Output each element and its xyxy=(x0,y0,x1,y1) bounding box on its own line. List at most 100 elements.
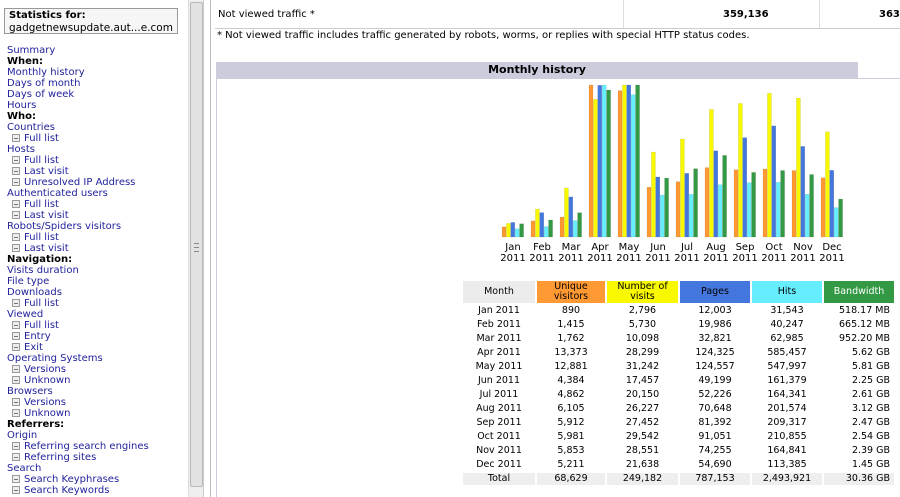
menu-item-link[interactable]: Countries xyxy=(7,122,187,133)
table-cell-month: Apr 2011 xyxy=(477,347,521,358)
menu-subitem-link[interactable]: Exit xyxy=(7,342,187,353)
menu-item-link[interactable]: Visits duration xyxy=(7,265,187,276)
menu-subitem-link[interactable]: Last visit xyxy=(7,166,187,177)
table-row: Oct 2011 5,981 29,542 91,051 210,855 2.54 GB xyxy=(463,431,894,443)
bar-bw-jan xyxy=(519,223,524,238)
table-cell-hits: 113,385 xyxy=(767,459,807,470)
menu-subitem-link[interactable]: Search Keywords xyxy=(7,485,187,496)
bar-pages-apr xyxy=(597,85,603,238)
table-cell-pages: 52,226 xyxy=(698,389,732,400)
table-cell-visits: 2,796 xyxy=(628,305,657,316)
tree-branch-icon xyxy=(12,376,20,384)
bar-hits-jun xyxy=(659,194,665,238)
bar-hits-apr xyxy=(601,84,607,238)
bar-hits-jan xyxy=(514,228,520,238)
menu-subitem-link[interactable]: Full list xyxy=(7,232,187,243)
bar-bw-oct xyxy=(780,170,785,238)
table-row: Jan 2011 890 2,796 12,003 31,543 518.17 MB xyxy=(463,305,894,317)
menu-item-label: Full list xyxy=(24,133,59,144)
menu-item-link[interactable]: Operating Systems xyxy=(7,353,187,364)
menu-subitem-link[interactable]: Full list xyxy=(7,320,187,331)
menu-subitem-link[interactable]: Last visit xyxy=(7,210,187,221)
menu-item-link[interactable]: Origin xyxy=(7,430,187,441)
menu-subitem-link[interactable]: Unknown xyxy=(7,408,187,419)
table-cell-uv: 5,981 xyxy=(557,431,585,442)
menu-subitem-link[interactable]: Unknown xyxy=(7,375,187,386)
table-row: Nov 2011 5,853 28,551 74,255 164,841 2.39 GB xyxy=(463,445,894,457)
menu-item-label: Unresolved IP Address xyxy=(24,177,136,188)
menu-item-link[interactable]: Robots/Spiders visitors xyxy=(7,221,187,232)
menu-item-label: Last visit xyxy=(24,166,69,177)
table-row: Aug 2011 6,105 26,227 70,648 201,574 3.12 GB xyxy=(463,403,894,415)
bar-pages-jan xyxy=(510,222,516,238)
table-cell-visits: 10,098 xyxy=(625,333,660,344)
menu-item-link[interactable]: Hours xyxy=(7,100,187,111)
menu-item-link[interactable]: Days of month xyxy=(7,78,187,89)
menu-subitem-link[interactable]: Full list xyxy=(7,155,187,166)
menu-subitem-link[interactable]: Referring sites xyxy=(7,452,187,463)
menu-subitem-link[interactable]: Referring search engines xyxy=(7,441,187,452)
menu-item-label: Last visit xyxy=(24,210,69,221)
menu-subitem-link[interactable]: Entry xyxy=(7,331,187,342)
menu-scrollbar[interactable] xyxy=(188,0,204,497)
bar-visits-oct xyxy=(767,93,772,238)
menu-item-link[interactable]: Summary xyxy=(7,45,187,56)
tree-branch-icon xyxy=(12,211,20,219)
menu-subitem-link[interactable]: Full list xyxy=(7,199,187,210)
menu-section-heading: Navigation: xyxy=(7,254,187,265)
table-cell-uv: 5,912 xyxy=(557,417,585,428)
menu-item-label: Hours xyxy=(7,100,37,111)
x-tick-month: Jan xyxy=(504,242,520,253)
tree-branch-icon xyxy=(12,244,20,252)
menu-item-link[interactable]: Authenticated users xyxy=(7,188,187,199)
column-separator xyxy=(623,0,624,28)
menu-item-link[interactable]: Hosts xyxy=(7,144,187,155)
menu-subitem-link[interactable]: Search Keyphrases xyxy=(7,474,187,485)
x-tick-month: Apr xyxy=(591,242,609,253)
bar-bw-aug xyxy=(722,155,727,238)
menu-item-label: Browsers xyxy=(7,386,53,397)
x-tick-year: 2011 xyxy=(703,253,728,264)
menu-subitem-link[interactable]: Last visit xyxy=(7,243,187,254)
col-number-of-visits: Number of visits xyxy=(607,281,678,303)
menu-item-link[interactable]: Browsers xyxy=(7,386,187,397)
table-cell-month: Oct 2011 xyxy=(477,431,521,442)
menu-item-link[interactable]: Monthly history xyxy=(7,67,187,78)
menu-subitem-link[interactable]: Versions xyxy=(7,364,187,375)
tree-branch-icon xyxy=(12,475,20,483)
table-row: Feb 2011 1,415 5,730 19,986 40,247 665.12 MB xyxy=(463,319,894,331)
tree-branch-icon xyxy=(12,409,20,417)
bar-pages-may xyxy=(626,84,632,238)
menu-item-link[interactable]: Viewed xyxy=(7,309,187,320)
col-hits: Hits xyxy=(752,281,822,303)
menu-item-label: Summary xyxy=(7,45,56,56)
bar-bw-dec xyxy=(838,198,843,238)
x-tick-year: 2011 xyxy=(790,253,815,264)
menu-item-link[interactable]: Downloads xyxy=(7,287,187,298)
table-cell-month: Aug 2011 xyxy=(476,403,522,414)
menu-item-link[interactable]: File type xyxy=(7,276,187,287)
table-cell-bw: 952.20 MB xyxy=(839,333,890,344)
menu-item-link[interactable]: Search xyxy=(7,463,187,474)
menu-item-label: File type xyxy=(7,276,50,287)
table-cell-pages: 32,821 xyxy=(698,333,732,344)
menu-subitem-link[interactable]: Unresolved IP Address xyxy=(7,177,187,188)
table-cell-pages: 54,690 xyxy=(698,459,732,470)
menu-subitem-link[interactable]: Full list xyxy=(7,133,187,144)
menu-subitem-link[interactable]: Versions xyxy=(7,397,187,408)
menu-item-label: Referring search engines xyxy=(24,441,149,452)
menu-item-link[interactable]: Days of week xyxy=(7,89,187,100)
not-viewed-traffic-row: Not viewed traffic * 359,136 363, xyxy=(215,0,900,29)
menu-item-label: Referring sites xyxy=(24,452,97,463)
menu-subitem-link[interactable]: Full list xyxy=(7,298,187,309)
table-cell-visits: 28,299 xyxy=(625,347,660,358)
table-cell-month: Mar 2011 xyxy=(476,333,522,344)
table-cell-bw: 2.61 GB xyxy=(851,389,890,400)
table-cell-month: Jun 2011 xyxy=(477,375,521,386)
menu-item-label: Viewed xyxy=(7,309,44,320)
table-cell-pages: 124,325 xyxy=(695,347,735,358)
statistics-for-box: Statistics for: gadgetnewsupdate.aut...e… xyxy=(4,8,178,34)
scrollbar-thumb[interactable] xyxy=(190,2,203,487)
menu-item-label: Days of month xyxy=(7,78,81,89)
x-tick-month: Mar xyxy=(562,242,582,253)
